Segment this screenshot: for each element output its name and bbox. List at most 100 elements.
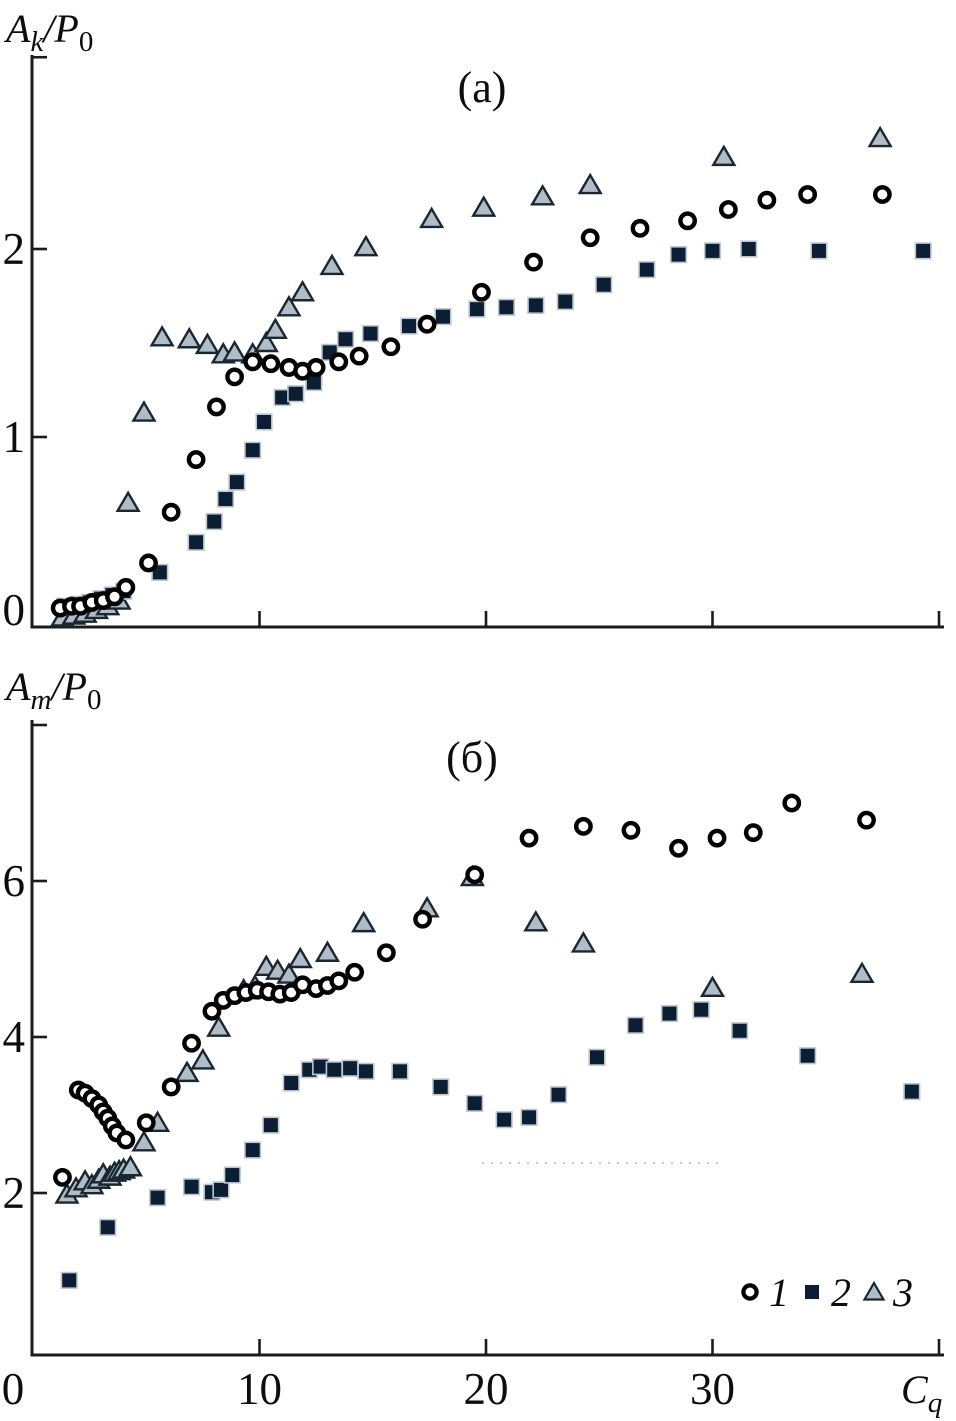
point-series-1 xyxy=(413,909,432,929)
point-series-3 xyxy=(174,1060,200,1083)
x-tick-label: 20 xyxy=(464,1364,509,1414)
point-series-1 xyxy=(798,185,818,204)
point-series-2 xyxy=(282,1074,300,1092)
point-series-1 xyxy=(329,971,349,991)
panel-title-b: (б) xyxy=(446,733,498,782)
point-series-1 xyxy=(524,252,543,272)
point-series-3 xyxy=(276,294,302,317)
point-series-2 xyxy=(212,1181,230,1199)
axes-a xyxy=(30,55,944,629)
point-series-1 xyxy=(417,314,437,334)
point-series-2 xyxy=(434,308,452,326)
x-axis-label: Cq xyxy=(901,1367,942,1419)
panel-title-a: (а) xyxy=(458,63,507,112)
point-series-2 xyxy=(660,1004,679,1023)
point-series-1 xyxy=(678,211,697,231)
point-series-3 xyxy=(206,1015,232,1037)
point-series-2 xyxy=(400,317,418,335)
point-series-3 xyxy=(253,330,279,353)
y-tick-label: 6 xyxy=(3,856,26,906)
point-series-3 xyxy=(849,961,875,984)
point-series-2 xyxy=(495,1111,513,1129)
point-series-2 xyxy=(595,276,613,294)
point-series-2 xyxy=(588,1048,606,1066)
point-series-1 xyxy=(465,865,485,885)
point-series-1 xyxy=(381,337,401,357)
point-series-2 xyxy=(527,296,545,315)
point-series-2 xyxy=(255,413,273,431)
series-2-b xyxy=(60,1001,921,1289)
point-series-3 xyxy=(131,400,157,422)
point-series-2 xyxy=(692,1001,710,1019)
point-series-2 xyxy=(244,1141,262,1159)
x-tick-label: 10 xyxy=(237,1364,282,1414)
series-1-a xyxy=(50,185,892,618)
point-series-1 xyxy=(136,1113,156,1133)
point-series-2 xyxy=(357,1062,375,1080)
point-series-2 xyxy=(148,1189,167,1207)
point-series-3 xyxy=(319,253,345,276)
point-series-1 xyxy=(872,185,892,204)
y-tick-label: 2 xyxy=(3,224,26,274)
point-series-3 xyxy=(699,975,726,998)
point-series-1 xyxy=(139,553,158,573)
point-series-1 xyxy=(376,943,396,963)
point-series-1 xyxy=(261,354,281,374)
point-series-3 xyxy=(194,332,220,355)
point-series-1 xyxy=(580,228,600,248)
point-series-2 xyxy=(549,1086,568,1104)
point-series-2 xyxy=(99,1218,117,1236)
point-series-1 xyxy=(349,346,369,366)
point-series-1 xyxy=(182,1033,201,1053)
point-series-1 xyxy=(757,190,777,210)
point-series-2 xyxy=(262,1116,280,1134)
point-series-3 xyxy=(131,1129,157,1152)
point-series-2 xyxy=(60,1271,78,1289)
axes-b xyxy=(30,720,944,1357)
y-tick-label: 1 xyxy=(3,412,26,462)
point-series-1 xyxy=(669,838,688,858)
point-series-2 xyxy=(740,240,758,258)
point-series-1 xyxy=(202,1001,222,1021)
point-series-2 xyxy=(810,242,828,260)
point-series-3 xyxy=(577,172,603,195)
point-series-2 xyxy=(669,246,688,264)
point-series-2 xyxy=(187,533,205,551)
point-series-1 xyxy=(161,502,181,522)
point-series-2 xyxy=(228,473,246,491)
point-series-2 xyxy=(216,490,235,508)
point-series-1 xyxy=(161,1077,181,1097)
point-series-2 xyxy=(703,242,722,260)
point-series-3 xyxy=(353,234,379,257)
point-series-2 xyxy=(391,1062,409,1080)
point-series-2 xyxy=(731,1022,749,1040)
point-series-2 xyxy=(914,242,932,260)
series-2-a xyxy=(56,240,932,615)
point-series-2 xyxy=(520,1108,538,1126)
point-series-3 xyxy=(287,946,313,969)
legend-label-3: 3 xyxy=(892,1270,913,1315)
point-series-1 xyxy=(573,817,593,836)
point-series-3 xyxy=(149,324,175,347)
series-1-b xyxy=(53,793,876,1187)
point-series-2 xyxy=(341,1059,359,1077)
point-series-2 xyxy=(361,324,380,343)
point-series-2 xyxy=(432,1078,450,1096)
point-series-2 xyxy=(799,1047,817,1065)
point-series-2 xyxy=(638,261,656,279)
point-series-3 xyxy=(190,1048,216,1070)
point-series-1 xyxy=(225,367,244,387)
point-series-3 xyxy=(867,125,893,148)
point-series-1 xyxy=(782,793,802,813)
point-series-3 xyxy=(221,340,248,362)
y-axis-label-b: Am/P0 xyxy=(3,664,101,716)
legend-label-2: 2 xyxy=(831,1270,851,1315)
point-series-3 xyxy=(570,931,596,953)
point-series-2 xyxy=(466,1094,484,1112)
point-series-3 xyxy=(711,144,737,167)
panel-a: 0 1 2 (а) Ak/P0 xyxy=(3,6,944,635)
point-series-3 xyxy=(419,206,445,229)
point-series-1 xyxy=(718,200,738,219)
point-series-3 xyxy=(530,183,556,206)
